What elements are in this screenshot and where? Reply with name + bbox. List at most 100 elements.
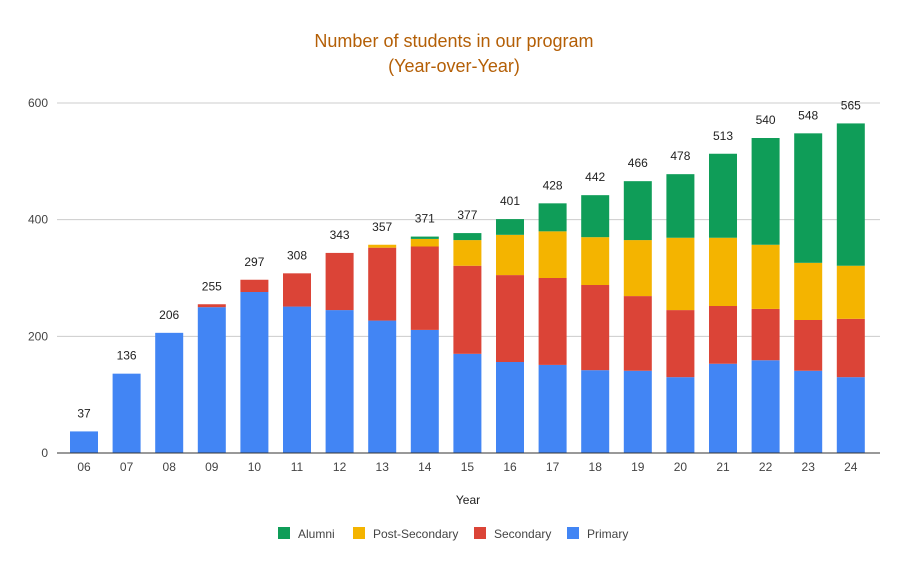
x-tick-label: 12 bbox=[333, 460, 347, 474]
y-axis-ticks: 0 200 400 600 bbox=[28, 96, 48, 460]
total-data-label: 297 bbox=[244, 255, 264, 269]
bar-segment-primary bbox=[496, 362, 524, 453]
bar-segment-alumni bbox=[666, 174, 695, 238]
bar-segment-secondary bbox=[538, 278, 567, 365]
legend-label: Secondary bbox=[494, 527, 551, 541]
bar-segment-alumni bbox=[453, 233, 482, 241]
legend-label: Post-Secondary bbox=[373, 527, 458, 541]
x-axis-ticks: 06 07 08 09 10 11 12 13 14 15 16 17 18 19 20 21 22 23 24 bbox=[77, 460, 857, 474]
legend-swatch bbox=[567, 527, 579, 539]
legend-swatch bbox=[353, 527, 365, 539]
legend-label: Primary bbox=[587, 527, 628, 541]
total-data-label: 466 bbox=[628, 156, 648, 170]
total-data-label: 343 bbox=[330, 228, 350, 242]
x-tick-label: 06 bbox=[77, 460, 91, 474]
bar-segment-primary bbox=[794, 370, 823, 453]
total-data-label: 540 bbox=[756, 113, 776, 127]
x-tick-label: 22 bbox=[759, 460, 773, 474]
y-tick-label: 400 bbox=[28, 213, 48, 227]
data-labels: 37 136 206 255 297 308 343 357 371 377 401 428 442 46… bbox=[77, 98, 861, 420]
total-data-label: 136 bbox=[117, 349, 137, 363]
bar-segment-secondary bbox=[794, 320, 823, 371]
x-tick-label: 23 bbox=[802, 460, 816, 474]
total-data-label: 548 bbox=[798, 108, 818, 122]
bar-segment-primary bbox=[410, 329, 439, 453]
y-tick-label: 600 bbox=[28, 96, 48, 110]
legend-swatch bbox=[278, 527, 290, 539]
legend-item-alumni[interactable]: Alumni bbox=[278, 527, 335, 541]
bar-segment-alumni bbox=[751, 138, 780, 245]
total-data-label: 401 bbox=[500, 194, 520, 208]
total-data-label: 565 bbox=[841, 98, 861, 112]
legend-swatch bbox=[474, 527, 486, 539]
bar-segment-primary bbox=[666, 377, 695, 453]
bar-segment-alumni bbox=[709, 153, 737, 238]
bar-segment-primary bbox=[836, 377, 865, 453]
bar-segment-secondary bbox=[666, 310, 695, 378]
total-data-label: 371 bbox=[415, 212, 435, 226]
legend: Alumni Post-Secondary Secondary Primary bbox=[278, 527, 628, 541]
y-tick-label: 0 bbox=[41, 446, 48, 460]
bar-segment-post-secondary bbox=[581, 237, 610, 285]
bar-segment-primary bbox=[453, 353, 482, 453]
total-data-label: 377 bbox=[457, 208, 477, 222]
legend-label: Alumni bbox=[298, 527, 335, 541]
legend-item-secondary[interactable]: Secondary bbox=[474, 527, 551, 541]
bar-segment-alumni bbox=[410, 236, 439, 239]
legend-item-post-secondary[interactable]: Post-Secondary bbox=[353, 527, 458, 541]
legend-item-primary[interactable]: Primary bbox=[567, 527, 628, 541]
bar-segment-post-secondary bbox=[794, 262, 823, 320]
bar-segment-primary bbox=[283, 306, 311, 453]
bar-segment-primary bbox=[709, 363, 737, 453]
bars bbox=[70, 123, 865, 453]
bar-segment-secondary bbox=[581, 285, 610, 371]
bar-segment-post-secondary bbox=[538, 231, 567, 278]
bar-segment-secondary bbox=[197, 304, 226, 308]
x-tick-label: 07 bbox=[120, 460, 134, 474]
bar-segment-primary bbox=[155, 332, 184, 453]
bar-segment-secondary bbox=[836, 318, 865, 378]
bar-segment-secondary bbox=[410, 246, 439, 330]
x-tick-label: 15 bbox=[461, 460, 475, 474]
bar-segment-post-secondary bbox=[751, 244, 780, 309]
bar-segment-post-secondary bbox=[368, 244, 397, 248]
x-tick-label: 24 bbox=[844, 460, 858, 474]
x-tick-label: 13 bbox=[376, 460, 390, 474]
chart-title: Number of students in our program bbox=[314, 31, 593, 51]
bar-segment-post-secondary bbox=[836, 265, 865, 319]
bar-segment-alumni bbox=[794, 133, 823, 263]
bar-segment-primary bbox=[368, 320, 397, 453]
bar-segment-primary bbox=[112, 373, 141, 453]
bar-segment-primary bbox=[538, 364, 567, 453]
x-tick-label: 10 bbox=[248, 460, 262, 474]
bar-segment-post-secondary bbox=[666, 237, 695, 311]
x-tick-label: 08 bbox=[163, 460, 177, 474]
bar-segment-secondary bbox=[325, 252, 354, 311]
bar-segment-secondary bbox=[623, 296, 652, 371]
x-tick-label: 20 bbox=[674, 460, 688, 474]
x-tick-label: 11 bbox=[291, 460, 304, 474]
bar-segment-alumni bbox=[623, 181, 652, 241]
total-data-label: 428 bbox=[543, 178, 563, 192]
bar-segment-primary bbox=[325, 310, 354, 453]
bar-segment-primary bbox=[240, 292, 269, 453]
x-tick-label: 18 bbox=[589, 460, 603, 474]
bar-segment-alumni bbox=[496, 219, 524, 235]
bar-segment-primary bbox=[197, 307, 226, 453]
y-tick-label: 200 bbox=[28, 329, 48, 343]
chart-subtitle: (Year-over-Year) bbox=[388, 56, 520, 76]
total-data-label: 206 bbox=[159, 308, 179, 322]
total-data-label: 357 bbox=[372, 220, 392, 234]
bar-segment-primary bbox=[751, 360, 780, 453]
bar-segment-post-secondary bbox=[623, 240, 652, 297]
x-tick-label: 16 bbox=[503, 460, 517, 474]
bar-segment-secondary bbox=[709, 306, 737, 364]
bar-segment-primary bbox=[70, 431, 98, 453]
bar-segment-primary bbox=[623, 370, 652, 453]
bar-segment-post-secondary bbox=[496, 234, 524, 276]
total-data-label: 37 bbox=[77, 406, 91, 420]
bar-segment-alumni bbox=[538, 203, 567, 232]
bar-segment-primary bbox=[581, 370, 610, 453]
bar-segment-secondary bbox=[453, 265, 482, 354]
